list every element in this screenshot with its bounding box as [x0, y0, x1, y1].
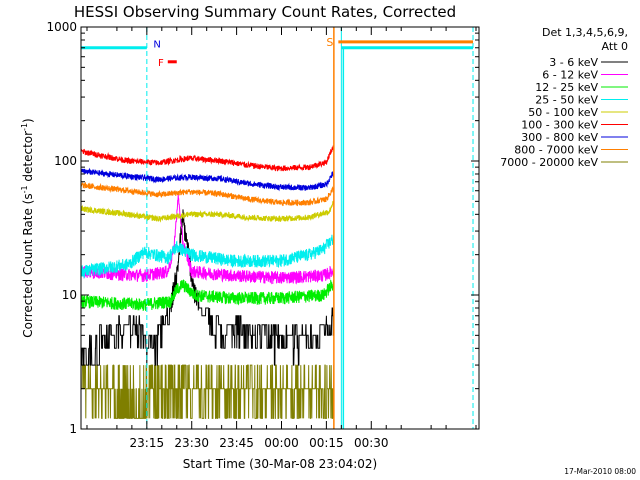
legend-title-attenuator: Att 0 [602, 40, 628, 53]
legend-label-0: 3 - 6 keV [549, 56, 598, 69]
x-tick-label: 23:45 [219, 436, 254, 450]
legend-label-2: 12 - 25 keV [535, 81, 598, 94]
series-line-3 [81, 234, 335, 279]
s-marker-label: S [326, 36, 333, 49]
series-layer [81, 145, 335, 419]
x-tick-label: 23:15 [130, 436, 165, 450]
y-tick-label: 1000 [46, 20, 77, 34]
marker-layer: S NF [81, 27, 474, 429]
series-line-5 [81, 145, 335, 172]
legend-label-3: 25 - 50 keV [535, 94, 598, 107]
legend-label-4: 50 - 100 keV [528, 106, 598, 119]
x-tick-label: 00:30 [354, 436, 389, 450]
x-axis: 23:15 23:30 23:45 00:00 00:15 00:30 [86, 27, 477, 450]
legend-label-6: 300 - 800 keV [521, 131, 598, 144]
series-line-8 [81, 364, 335, 419]
x-tick-label: 00:15 [309, 436, 344, 450]
y-axis: 1 10 100 1000 [46, 20, 479, 436]
footer-timestamp: 17-Mar-2010 08:00 [564, 467, 636, 476]
x-tick-label: 00:00 [264, 436, 299, 450]
y-axis-label-main: Corrected Count Rate (s [21, 193, 35, 337]
series-line-0 [81, 209, 334, 366]
y-axis-label-sup2: -1 [20, 123, 29, 131]
n-marker-label: N [153, 39, 160, 50]
y-axis-label-end: ) [21, 118, 35, 123]
x-axis-label: Start Time (30-Mar-08 23:04:02) [183, 457, 377, 471]
legend-label-1: 6 - 12 keV [542, 69, 598, 82]
f-marker-label: F [158, 58, 164, 69]
series-line-4 [81, 200, 335, 223]
y-axis-label-sup1: -1 [20, 185, 29, 193]
chart-title: HESSI Observing Summary Count Rates, Cor… [74, 3, 456, 21]
legend-label-8: 7000 - 20000 keV [500, 156, 598, 169]
legend-label-5: 100 - 300 keV [521, 119, 598, 132]
x-tick-label: 23:30 [174, 436, 209, 450]
plot-frame [80, 26, 480, 430]
y-axis-label-mid: detector [21, 131, 35, 186]
series-line-2 [81, 279, 335, 312]
y-axis-label: Corrected Count Rate (s-1 detector-1) [20, 118, 35, 337]
series-line-7 [81, 181, 335, 207]
y-tick-label: 1 [69, 422, 77, 436]
legend-label-7: 800 - 7000 keV [514, 144, 598, 157]
series-line-6 [81, 167, 335, 192]
y-tick-label: 100 [54, 154, 77, 168]
y-tick-label: 10 [62, 288, 77, 302]
legend-title-detectors: Det 1,3,4,5,6,9, [542, 26, 628, 39]
